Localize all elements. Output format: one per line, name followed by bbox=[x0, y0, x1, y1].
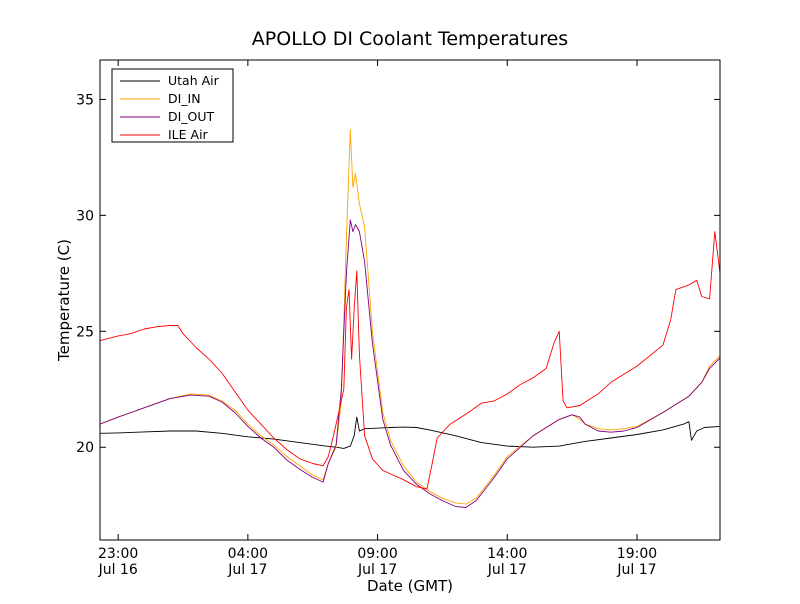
legend-label: DI_IN bbox=[168, 91, 201, 106]
y-tick-label: 20 bbox=[76, 440, 94, 456]
series-line-di-out bbox=[100, 219, 720, 508]
y-tick-label: 30 bbox=[76, 208, 94, 224]
x-axis-label: Date (GMT) bbox=[367, 577, 453, 595]
chart-title: APOLLO DI Coolant Temperatures bbox=[252, 28, 568, 50]
series-line-di-in bbox=[100, 129, 720, 505]
legend-label: DI_OUT bbox=[168, 109, 215, 124]
x-tick-sublabel: Jul 16 bbox=[98, 562, 138, 578]
y-tick-label: 25 bbox=[76, 324, 94, 340]
series-layer bbox=[100, 129, 720, 508]
series-line-ile-air bbox=[100, 231, 720, 490]
x-tick-label: 09:00 bbox=[357, 546, 397, 562]
x-tick-label: 23:00 bbox=[98, 546, 138, 562]
x-tick-label: 14:00 bbox=[487, 546, 527, 562]
y-axis-label: Temperature (C) bbox=[55, 239, 73, 362]
x-tick-sublabel: Jul 17 bbox=[227, 562, 267, 578]
legend-label: ILE Air bbox=[168, 127, 209, 142]
y-tick-label: 35 bbox=[76, 92, 94, 108]
legend-label: Utah Air bbox=[168, 73, 220, 88]
x-tick-label: 19:00 bbox=[617, 546, 657, 562]
legend: Utah Air DI_IN DI_OUT ILE Air bbox=[111, 68, 234, 143]
x-tick-sublabel: Jul 17 bbox=[616, 562, 656, 578]
x-tick-sublabel: Jul 17 bbox=[487, 562, 527, 578]
plot-frame bbox=[99, 59, 721, 541]
x-tick-sublabel: Jul 17 bbox=[357, 562, 397, 578]
series-line-utah-air bbox=[100, 416, 720, 449]
x-tick-label: 04:00 bbox=[228, 546, 268, 562]
